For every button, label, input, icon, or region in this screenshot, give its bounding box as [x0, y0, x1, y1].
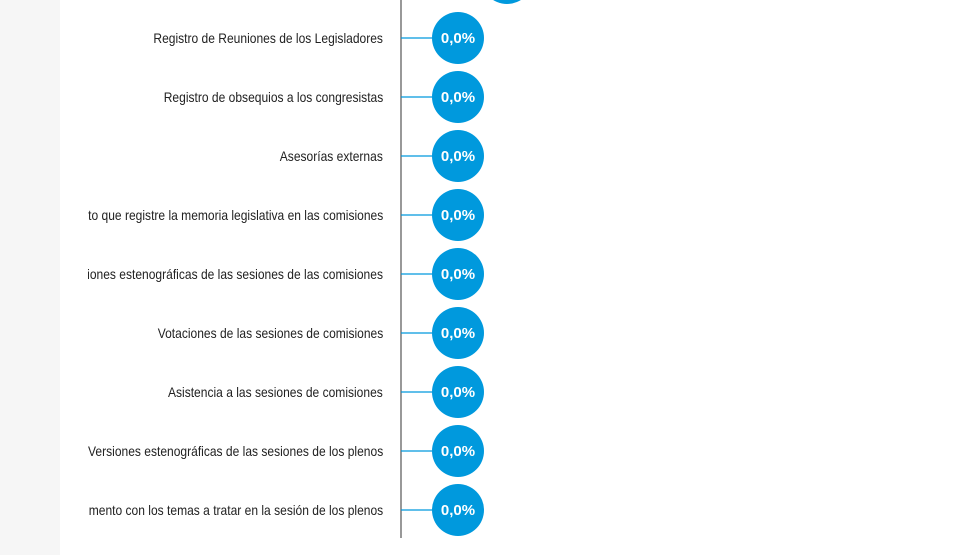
value-label: 0,0%	[441, 148, 475, 165]
partial-value-bubble	[493, 0, 521, 4]
category-label: ito que registre la memoria legislativa …	[88, 207, 383, 223]
value-label: 0,0%	[441, 384, 475, 401]
value-label: 0,0%	[441, 443, 475, 460]
category-label: Asistencia a las sesiones de comisiones	[168, 384, 383, 400]
value-bubble	[432, 189, 484, 241]
value-bubble	[432, 484, 484, 536]
value-bubble	[432, 425, 484, 477]
value-label: 0,0%	[441, 266, 475, 283]
category-label: siones estenográficas de las sesiones de…	[88, 266, 383, 282]
value-label: 0,0%	[441, 207, 475, 224]
value-label: 0,0%	[441, 30, 475, 47]
category-label: Asesorías externas	[279, 148, 383, 164]
value-label: 0,0%	[441, 502, 475, 519]
value-bubble	[432, 12, 484, 64]
value-label: 0,0%	[441, 325, 475, 342]
category-label: Versiones estenográficas de las sesiones…	[88, 443, 383, 459]
value-label: 0,0%	[441, 89, 475, 106]
category-label: Votaciones de las sesiones de comisiones	[157, 325, 383, 341]
category-label: Registro de obsequios a los congresistas	[163, 89, 383, 105]
chart-panel	[60, 0, 967, 555]
value-bubble	[432, 130, 484, 182]
value-bubble	[432, 248, 484, 300]
value-bubble	[432, 71, 484, 123]
category-label: umento con los temas a tratar en la sesi…	[88, 502, 383, 518]
value-bubble	[432, 366, 484, 418]
category-label: Registro de Reuniones de los Legisladore…	[153, 30, 383, 46]
value-bubble	[432, 307, 484, 359]
left-gutter	[0, 0, 60, 555]
category-labels: Registro de Reuniones de los Legisladore…	[88, 0, 385, 555]
